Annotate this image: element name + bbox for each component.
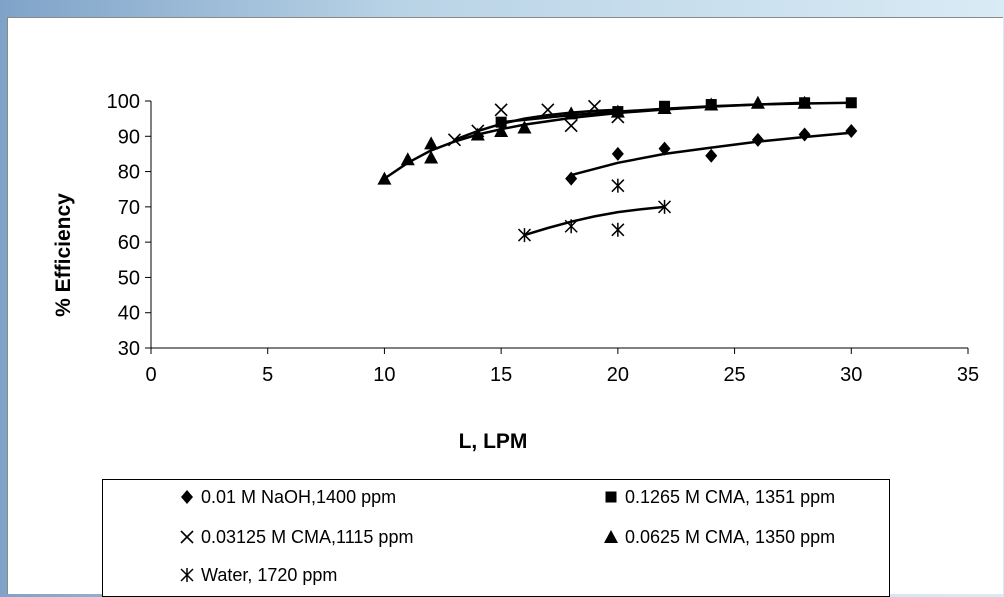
legend-marker-asterisk (180, 568, 194, 582)
legend-entry: 0.01 M NaOH,1400 ppm (179, 484, 396, 510)
legend-marker-square (605, 491, 617, 503)
legend-marker-shape (180, 530, 194, 544)
data-point-triangle (377, 171, 392, 185)
data-point-triangle (517, 120, 532, 134)
legend-marker-diamond (181, 490, 193, 504)
legend-label: 0.1265 M CMA, 1351 ppm (625, 486, 836, 507)
trend-line-asterisk (524, 205, 665, 237)
legend-marker-shape (604, 530, 618, 543)
data-points (377, 95, 858, 243)
y-tick-label: 30 (118, 338, 140, 360)
legend-marker-shape (605, 491, 617, 503)
x-tick-label: 25 (723, 364, 745, 386)
data-point-diamond (798, 127, 811, 142)
x-tick-label: 35 (957, 364, 979, 386)
legend-marker-shape (180, 568, 194, 582)
x-tick-label: 5 (262, 364, 273, 386)
data-point-triangle (564, 106, 579, 120)
data-point-diamond (565, 171, 578, 186)
legend-label: Water, 1720 ppm (201, 564, 338, 585)
chart-area: 0 5 10 15 20 25 30 35 30 40 50 60 70 80 90 100 L, LPM %… (7, 17, 1003, 597)
x-tick-label: 15 (490, 364, 512, 386)
data-point-diamond (845, 123, 858, 138)
data-point-diamond (705, 148, 718, 163)
data-point-triangle (470, 127, 485, 141)
data-point-triangle (797, 95, 812, 109)
data-point-triangle (750, 95, 765, 109)
x-tick-label: 10 (373, 364, 395, 386)
y-axis-title: % Efficiency (52, 193, 75, 317)
data-point-x (447, 133, 462, 147)
data-point-x (541, 103, 555, 117)
trend-lines (383, 101, 852, 237)
legend-entry: 0.1265 M CMA, 1351 ppm (603, 484, 835, 510)
y-tick-label: 60 (118, 232, 140, 254)
data-point-triangle (424, 136, 439, 150)
data-point-x (587, 99, 602, 113)
legend-label: 0.0625 M CMA, 1350 ppm (625, 526, 836, 547)
data-point-x (494, 103, 508, 117)
legend-entry: 0.0625 M CMA, 1350 ppm (603, 524, 835, 550)
legend-marker-shape (181, 490, 193, 504)
legend-marker-triangle (604, 530, 618, 543)
y-tick-label: 40 (118, 303, 140, 325)
data-point-asterisk (564, 219, 578, 234)
y-tick-label: 50 (118, 267, 140, 289)
data-point-asterisk (611, 222, 625, 237)
x-axis-title: L, LPM (459, 430, 528, 453)
legend: 0.01 M NaOH,1400 ppm 0.1265 M CMA, 1351 p… (102, 479, 890, 597)
data-point-asterisk (611, 178, 625, 193)
legend-label: 0.03125 M CMA,1115 ppm (201, 526, 414, 547)
data-point-triangle (610, 104, 625, 118)
y-tick-label: 90 (118, 126, 140, 148)
y-tick-label: 80 (118, 162, 140, 184)
tick-labels: 0 5 10 15 20 25 30 35 30 40 50 60 70 80 90 100 (107, 91, 980, 386)
data-point-triangle (400, 152, 415, 166)
data-point-triangle (424, 150, 439, 164)
data-point-triangle (494, 123, 509, 137)
data-point-asterisk (517, 228, 532, 243)
y-tick-label: 70 (118, 197, 140, 219)
y-tick-label: 100 (107, 91, 140, 113)
legend-marker-x (180, 530, 194, 544)
data-point-diamond (658, 141, 671, 156)
data-point-asterisk (658, 199, 672, 214)
data-point-square (845, 97, 857, 109)
legend-label: 0.01 M NaOH,1400 ppm (201, 486, 397, 507)
data-point-square (495, 116, 507, 128)
data-point-triangle (704, 97, 719, 111)
chart-plot: 0 5 10 15 20 25 30 35 30 40 50 60 70 80 90 100 L, LPM %… (52, 91, 980, 453)
axes (145, 100, 969, 354)
data-point-diamond (751, 132, 764, 147)
x-tick-label: 30 (840, 364, 862, 386)
legend-entry: 0.03125 M CMA,1115 ppm (179, 524, 413, 550)
data-point-diamond (611, 146, 624, 161)
x-tick-label: 0 (145, 364, 156, 386)
data-point-triangle (657, 101, 672, 115)
data-point-x (564, 119, 578, 133)
legend-entry: Water, 1720 ppm (179, 562, 337, 588)
x-tick-label: 20 (607, 364, 629, 386)
